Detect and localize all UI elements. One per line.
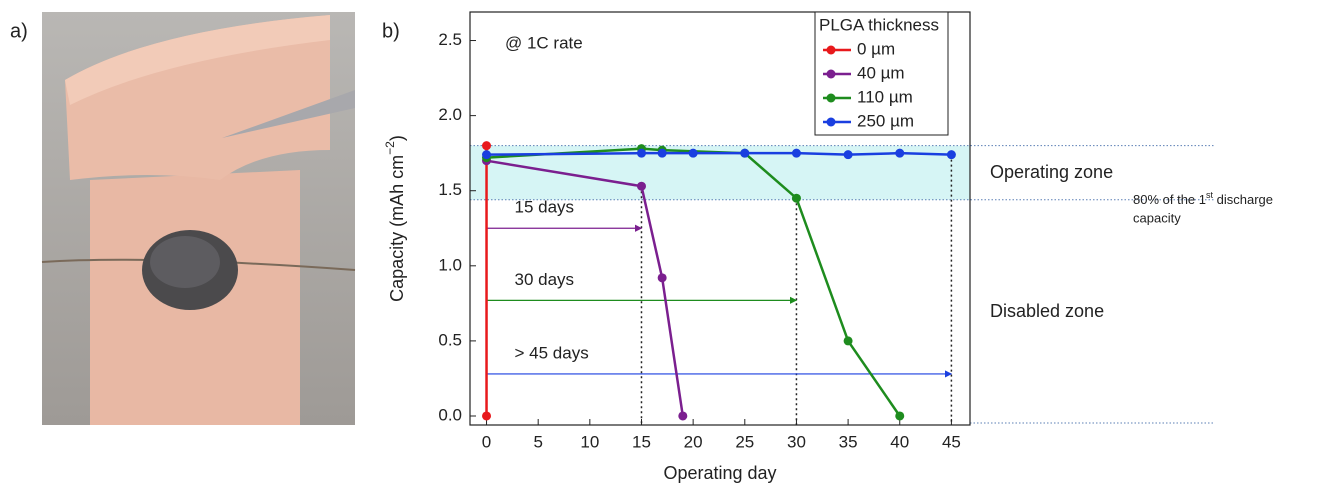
legend-marker (826, 93, 836, 103)
data-point (895, 411, 905, 421)
legend-label: 110 µm (857, 87, 913, 106)
y-tick-label: 2.5 (438, 30, 462, 49)
data-point (946, 150, 956, 160)
data-point (895, 148, 905, 158)
legend-label: 40 µm (857, 63, 905, 82)
annotation-text: discharge (1213, 192, 1273, 207)
data-point (688, 148, 698, 158)
y-tick-label: 2.0 (438, 105, 462, 124)
x-axis-label: Operating day (663, 463, 776, 483)
legend-label: 0 µm (857, 39, 895, 58)
x-tick-label: 35 (839, 432, 858, 451)
x-tick-label: 15 (632, 432, 651, 451)
x-tick-label: 25 (735, 432, 754, 451)
annotation: Disabled zone (990, 301, 1104, 321)
y-axis-label: Capacity (mAh cm−2) (383, 135, 407, 302)
x-tick-label: 0 (482, 432, 491, 451)
data-point (482, 141, 492, 151)
annotation: @ 1C rate (505, 33, 583, 52)
arrow-label: 15 days (515, 198, 575, 217)
plot-frame (469, 11, 971, 426)
data-point (657, 148, 667, 158)
panel-label: b) (382, 20, 400, 42)
data-point (843, 336, 853, 346)
annotation-text: 80% of the 1 (1133, 192, 1206, 207)
legend-marker (826, 69, 836, 79)
annotation: 80% of the 1st discharge (1133, 190, 1273, 207)
y-tick-label: 1.0 (438, 255, 462, 274)
data-point (482, 411, 492, 421)
x-tick-label: 45 (942, 432, 961, 451)
x-tick-label: 20 (684, 432, 703, 451)
legend-title: PLGA thickness (819, 15, 939, 34)
x-tick-label: 40 (890, 432, 909, 451)
y-axis-label-sup: −2 (383, 141, 397, 155)
y-axis-label-text: Capacity (mAh cm (387, 155, 407, 302)
x-tick-label: 10 (580, 432, 599, 451)
data-point (636, 181, 646, 191)
data-point (636, 148, 646, 158)
y-tick-label: 0.5 (438, 330, 462, 349)
data-point (482, 150, 492, 160)
arrow-label: > 45 days (515, 343, 589, 362)
data-point (657, 273, 667, 283)
data-point (678, 411, 688, 421)
legend-label: 250 µm (857, 111, 914, 130)
y-tick-label: 0.0 (438, 405, 462, 424)
series-line (486, 159, 685, 417)
photo (41, 12, 356, 425)
legend-marker (826, 117, 836, 127)
data-point (740, 148, 750, 158)
y-tick-label: 1.5 (438, 180, 462, 199)
annotation: capacity (1133, 210, 1181, 225)
annotation: Operating zone (990, 162, 1113, 182)
x-tick-label: 30 (787, 432, 806, 451)
panel-label: a) (10, 20, 28, 42)
data-point (791, 148, 801, 158)
annotation-sup: st (1206, 190, 1214, 200)
data-point (791, 193, 801, 203)
data-point (843, 150, 853, 160)
x-tick-label: 5 (533, 432, 542, 451)
arrow-label: 30 days (515, 270, 575, 289)
y-axis-label-end: ) (387, 135, 407, 141)
legend-marker (826, 45, 836, 55)
